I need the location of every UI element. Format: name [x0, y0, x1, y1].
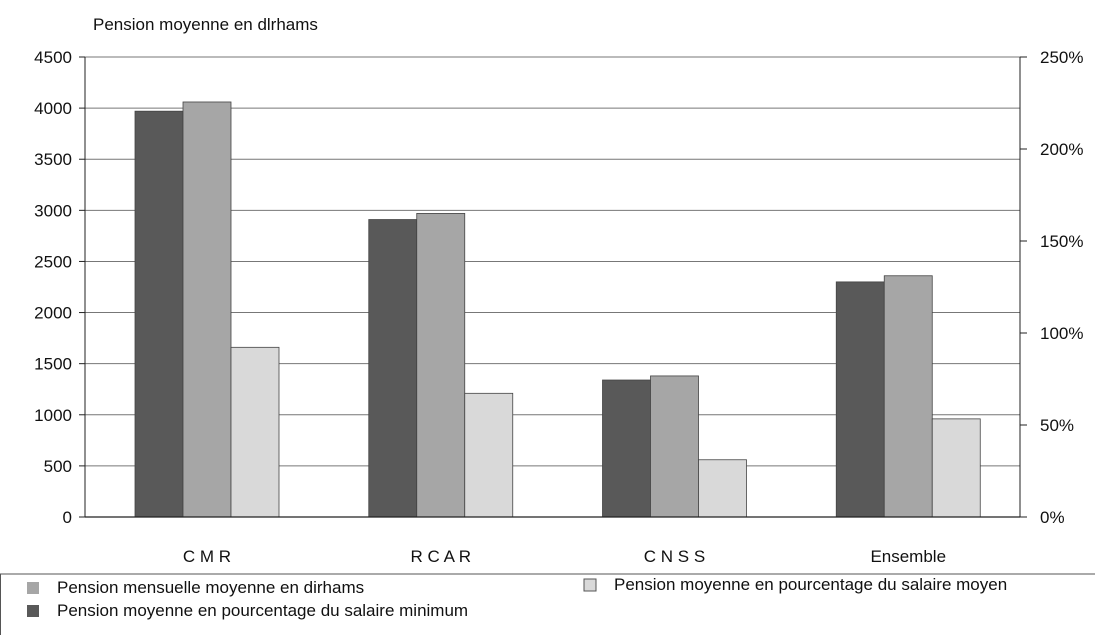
legend: Pension mensuelle moyenne en dirhams Pens… — [0, 573, 1095, 635]
right-tick-label: 100% — [1040, 324, 1083, 343]
legend-swatch-3 — [583, 578, 597, 592]
right-tick-label: 200% — [1040, 140, 1083, 159]
left-tick-label: 1500 — [34, 355, 72, 374]
bar-2 — [650, 375, 699, 518]
category-labels: C M R R C A R C N S S Ensemble — [183, 547, 946, 566]
left-tick-label: 500 — [44, 457, 72, 476]
bars — [134, 101, 981, 518]
left-tick-label: 1000 — [34, 406, 72, 425]
bar-2 — [416, 212, 466, 518]
bar-3 — [464, 392, 514, 518]
legend-swatch-2 — [27, 605, 39, 617]
legend-label-2: Pension moyenne en pourcentage du salair… — [57, 601, 468, 620]
right-tick-label: 0% — [1040, 508, 1065, 527]
bar-3 — [230, 346, 280, 518]
category-label: Ensemble — [870, 547, 946, 566]
y-axis-title: Pension moyenne en dlrhams — [93, 15, 318, 34]
left-tick-label: 2500 — [34, 252, 72, 271]
category-label: C M R — [183, 547, 231, 566]
left-tick-labels: 0 500 1000 1500 2000 2500 3000 3500 4000 4500 — [34, 48, 72, 527]
legend-label-3: Pension moyenne en pourcentage du salair… — [614, 575, 1007, 594]
bar-3 — [931, 418, 981, 518]
left-tick-label: 0 — [63, 508, 72, 527]
right-tick-labels: 0% 50% 100% 150% 200% 250% — [1040, 48, 1083, 527]
bar-2 — [182, 101, 232, 518]
right-tick-label: 150% — [1040, 232, 1083, 251]
bar-1 — [368, 219, 418, 518]
left-tick-label: 2000 — [34, 304, 72, 323]
bar-1 — [134, 110, 184, 518]
legend-label-1: Pension mensuelle moyenne en dirhams — [57, 578, 364, 597]
category-label: C N S S — [644, 547, 705, 566]
right-tick-label: 250% — [1040, 48, 1083, 67]
bar-1 — [602, 379, 651, 518]
left-tick-label: 4500 — [34, 48, 72, 67]
bar-2 — [883, 275, 933, 518]
left-tick-label: 4000 — [34, 99, 72, 118]
category-label: R C A R — [411, 547, 471, 566]
left-tick-label: 3500 — [34, 150, 72, 169]
left-tick-label: 3000 — [34, 201, 72, 220]
axes — [79, 56, 1027, 518]
bar-1 — [835, 281, 885, 518]
legend-swatch-1 — [27, 582, 39, 594]
right-tick-label: 50% — [1040, 416, 1074, 435]
bar-3 — [698, 459, 747, 518]
